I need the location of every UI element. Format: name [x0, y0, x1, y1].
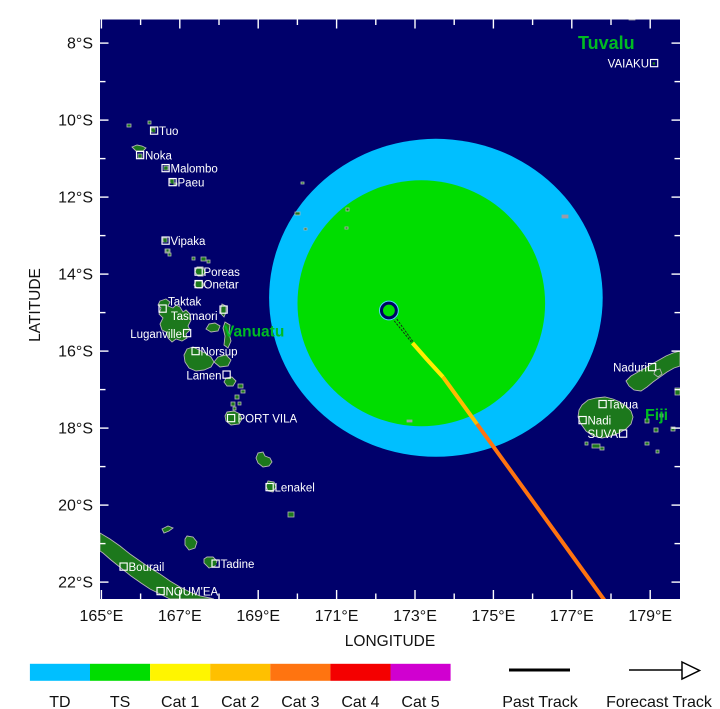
svg-text:Fiji: Fiji [645, 407, 668, 424]
svg-text:16°S: 16°S [58, 344, 93, 361]
svg-text:Naduri: Naduri [613, 363, 647, 375]
svg-text:Cat 1: Cat 1 [161, 694, 199, 709]
svg-text:Bourail: Bourail [129, 562, 165, 574]
svg-text:Onetar: Onetar [204, 280, 239, 292]
svg-text:Taktak: Taktak [168, 297, 201, 309]
svg-text:NOUM'EA: NOUM'EA [166, 587, 219, 599]
svg-text:169°E: 169°E [236, 608, 280, 625]
svg-text:Tasmaori: Tasmaori [171, 311, 218, 323]
svg-text:18°S: 18°S [58, 421, 93, 438]
svg-text:Malombo: Malombo [171, 164, 218, 176]
svg-text:167°E: 167°E [158, 608, 202, 625]
svg-text:Tavua: Tavua [608, 400, 639, 412]
svg-text:22°S: 22°S [58, 575, 93, 592]
svg-text:TS: TS [110, 694, 130, 709]
svg-text:LATITUDE: LATITUDE [27, 268, 44, 342]
svg-text:177°E: 177°E [550, 608, 594, 625]
svg-text:Poreas: Poreas [204, 267, 241, 279]
svg-text:165°E: 165°E [80, 608, 124, 625]
svg-text:171°E: 171°E [315, 608, 359, 625]
svg-text:Vanuatu: Vanuatu [224, 324, 284, 341]
svg-text:8°S: 8°S [67, 36, 93, 53]
svg-text:Tadine: Tadine [221, 559, 255, 571]
svg-text:Cat 2: Cat 2 [221, 694, 259, 709]
svg-text:179°E: 179°E [628, 608, 672, 625]
svg-text:PORT VILA: PORT VILA [238, 414, 298, 426]
svg-text:Lenakel: Lenakel [275, 483, 315, 495]
svg-text:14°S: 14°S [58, 267, 93, 284]
svg-text:Cat 4: Cat 4 [341, 694, 379, 709]
svg-text:Cat 5: Cat 5 [401, 694, 439, 709]
svg-text:Tuo: Tuo [159, 126, 178, 138]
svg-text:Paeu: Paeu [178, 178, 205, 190]
svg-text:12°S: 12°S [58, 190, 93, 207]
svg-text:SUVA: SUVA [588, 429, 619, 441]
svg-text:175°E: 175°E [472, 608, 516, 625]
svg-text:Lamen: Lamen [186, 371, 221, 383]
svg-text:20°S: 20°S [58, 498, 93, 515]
svg-text:Luganville: Luganville [130, 329, 182, 341]
svg-text:Tuvalu: Tuvalu [578, 33, 635, 53]
svg-text:10°S: 10°S [58, 113, 93, 130]
svg-text:173°E: 173°E [393, 608, 437, 625]
svg-text:Nadi: Nadi [588, 416, 612, 428]
svg-text:Forecast Track: Forecast Track [606, 694, 713, 709]
svg-text:TD: TD [49, 694, 70, 709]
svg-text:LONGITUDE: LONGITUDE [345, 633, 435, 650]
svg-text:Cat 3: Cat 3 [281, 694, 319, 709]
svg-text:VAIAKU: VAIAKU [608, 59, 649, 71]
svg-text:Past Track: Past Track [502, 694, 579, 709]
svg-text:Vipaka: Vipaka [171, 236, 207, 248]
svg-text:Noka: Noka [145, 151, 172, 163]
svg-text:Norsup: Norsup [201, 347, 238, 359]
